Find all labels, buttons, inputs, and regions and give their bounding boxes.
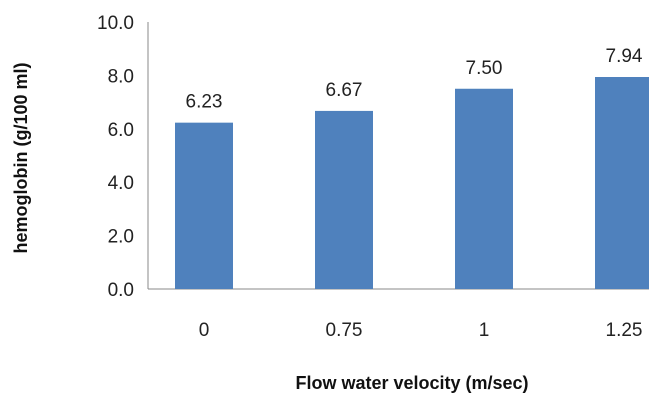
data-label: 6.67 xyxy=(326,80,363,101)
y-tick-label: 6.0 xyxy=(108,120,134,141)
y-tick-label: 2.0 xyxy=(108,227,134,248)
bar xyxy=(175,122,233,289)
bar xyxy=(455,88,513,289)
x-tick-label: 0.75 xyxy=(326,320,363,341)
bars: 6.23 6.67 7.50 7.94 xyxy=(175,46,649,289)
y-axis-ticks: 0.0 2.0 4.0 6.0 8.0 10.0 xyxy=(97,13,134,301)
x-axis-title: Flow water velocity (m/sec) xyxy=(295,373,528,393)
data-label: 6.23 xyxy=(186,92,223,113)
x-axis-ticks: 0 0.75 1 1.25 xyxy=(199,320,643,341)
x-tick-label: 0 xyxy=(199,320,210,341)
y-tick-label: 8.0 xyxy=(108,66,134,87)
y-tick-label: 0.0 xyxy=(108,280,134,301)
bar xyxy=(315,110,373,289)
y-axis-title: hemoglobin (g/100 ml) xyxy=(11,62,31,253)
x-tick-label: 1.25 xyxy=(606,320,643,341)
x-tick-label: 1 xyxy=(479,320,490,341)
bar xyxy=(595,77,649,289)
y-tick-label: 4.0 xyxy=(108,173,134,194)
y-tick-label: 10.0 xyxy=(97,13,134,34)
data-label: 7.94 xyxy=(606,46,643,67)
data-label: 7.50 xyxy=(466,58,503,79)
